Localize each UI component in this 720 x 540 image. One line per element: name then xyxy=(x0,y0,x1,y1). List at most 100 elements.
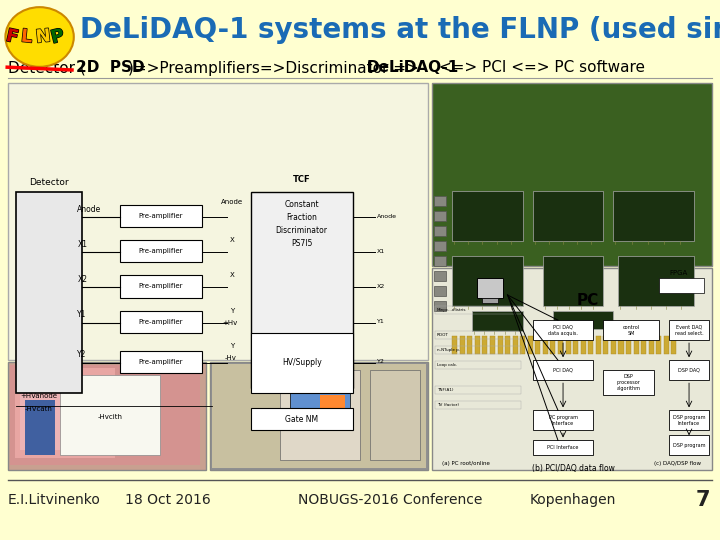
Bar xyxy=(543,256,603,306)
Bar xyxy=(649,336,654,354)
Bar xyxy=(475,336,480,354)
Text: 7: 7 xyxy=(696,490,710,510)
Bar xyxy=(8,362,206,470)
Text: Discriminator: Discriminator xyxy=(276,226,328,235)
Bar xyxy=(588,336,593,354)
Bar xyxy=(370,370,420,460)
Text: +HVanode: +HVanode xyxy=(20,393,57,399)
Bar xyxy=(435,401,521,409)
Text: Y2: Y2 xyxy=(77,350,86,359)
Bar xyxy=(280,370,360,460)
Bar xyxy=(566,336,570,354)
Bar xyxy=(543,336,548,354)
Text: (c) DAQ/DSP flow: (c) DAQ/DSP flow xyxy=(654,462,701,467)
Bar xyxy=(60,375,160,455)
Text: Anode: Anode xyxy=(77,205,102,214)
Bar xyxy=(15,368,115,458)
Bar xyxy=(618,256,694,306)
Text: +Hv: +Hv xyxy=(222,320,238,326)
Bar xyxy=(212,364,426,468)
Bar xyxy=(603,336,608,354)
Bar xyxy=(290,380,350,430)
Bar xyxy=(671,336,677,354)
Bar xyxy=(634,336,639,354)
Text: TCF: TCF xyxy=(293,175,310,184)
Bar xyxy=(573,336,578,354)
Text: Constant: Constant xyxy=(284,200,319,209)
Text: F: F xyxy=(4,27,20,47)
Bar xyxy=(558,336,563,354)
Bar xyxy=(452,191,523,241)
Bar xyxy=(659,278,704,293)
Bar xyxy=(553,311,613,329)
Text: Anode: Anode xyxy=(221,199,243,205)
Text: X2: X2 xyxy=(377,284,385,289)
Bar xyxy=(210,362,428,470)
Bar xyxy=(490,336,495,354)
Text: Pre-amplifier: Pre-amplifier xyxy=(139,319,183,325)
Text: NOBUGS-2016 Conference: NOBUGS-2016 Conference xyxy=(298,493,482,507)
Bar xyxy=(434,301,446,311)
Bar xyxy=(521,336,526,354)
Bar xyxy=(664,336,669,354)
Text: HV/Supply: HV/Supply xyxy=(282,359,322,367)
Text: X: X xyxy=(230,273,235,279)
Bar xyxy=(581,336,586,354)
Bar xyxy=(533,360,593,380)
Bar xyxy=(8,83,428,360)
Text: DeLiDAQ-1 systems at the FLNP (used since 2005): DeLiDAQ-1 systems at the FLNP (used sinc… xyxy=(80,16,720,44)
Text: Pre-amplifier: Pre-amplifier xyxy=(139,248,183,254)
Text: control
SM: control SM xyxy=(623,325,639,335)
Text: Y: Y xyxy=(230,343,235,349)
Bar xyxy=(482,298,498,303)
Text: Y1: Y1 xyxy=(77,310,86,319)
Text: PCI DAQ
data acquis.: PCI DAQ data acquis. xyxy=(548,325,578,335)
Ellipse shape xyxy=(6,7,74,67)
Text: Y1: Y1 xyxy=(377,319,385,324)
Text: n-NTuple p.: n-NTuple p. xyxy=(437,348,460,352)
Text: 2D  PSD: 2D PSD xyxy=(76,60,145,76)
Bar xyxy=(618,336,624,354)
Bar xyxy=(669,320,709,340)
Text: Gate NM: Gate NM xyxy=(285,415,318,423)
Bar xyxy=(435,346,521,354)
Bar xyxy=(513,336,518,354)
Text: DSP DAQ: DSP DAQ xyxy=(678,368,700,373)
Bar xyxy=(251,192,353,388)
Text: Event DAQ
read select.: Event DAQ read select. xyxy=(675,325,703,335)
Bar xyxy=(505,336,510,354)
Text: -Hv: -Hv xyxy=(225,355,236,361)
Bar xyxy=(20,375,100,450)
Bar xyxy=(251,333,353,393)
Text: X2: X2 xyxy=(77,275,87,284)
Text: P: P xyxy=(49,26,66,48)
Bar xyxy=(25,400,55,455)
Bar xyxy=(596,336,600,354)
Text: TNF(A1): TNF(A1) xyxy=(437,388,454,392)
Text: Y: Y xyxy=(230,308,235,314)
Bar xyxy=(482,336,487,354)
Text: Fraction: Fraction xyxy=(287,213,317,222)
Bar xyxy=(498,336,503,354)
Bar xyxy=(533,410,593,430)
Bar xyxy=(452,336,457,354)
Bar xyxy=(435,306,521,314)
Bar xyxy=(669,435,709,455)
Bar xyxy=(434,226,446,235)
Text: FPGA: FPGA xyxy=(670,270,688,276)
Bar xyxy=(603,320,659,340)
Text: DSP
processor
algorithm: DSP processor algorithm xyxy=(616,374,641,391)
Bar xyxy=(528,336,533,354)
Bar xyxy=(435,361,521,369)
Bar xyxy=(533,320,593,340)
Text: <=> PCI <=> PC software: <=> PCI <=> PC software xyxy=(434,60,645,76)
Text: PCI DAQ: PCI DAQ xyxy=(553,368,573,373)
Text: Detector: Detector xyxy=(29,178,68,187)
Bar xyxy=(477,278,503,298)
Bar xyxy=(611,336,616,354)
Bar xyxy=(434,241,446,251)
Text: Detector (: Detector ( xyxy=(8,60,86,76)
Text: Pre-amplifier: Pre-amplifier xyxy=(139,359,183,365)
Bar xyxy=(434,256,446,266)
Text: Y2: Y2 xyxy=(377,359,385,364)
